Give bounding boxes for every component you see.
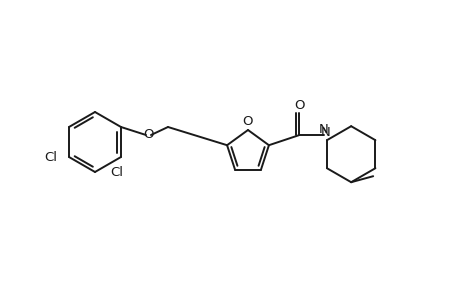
Text: O: O bbox=[242, 115, 253, 128]
Text: Cl: Cl bbox=[45, 151, 57, 164]
Text: O: O bbox=[294, 99, 304, 112]
Text: O: O bbox=[143, 128, 154, 140]
Text: N: N bbox=[319, 123, 328, 136]
Text: N: N bbox=[320, 126, 330, 139]
Text: Cl: Cl bbox=[110, 166, 123, 178]
